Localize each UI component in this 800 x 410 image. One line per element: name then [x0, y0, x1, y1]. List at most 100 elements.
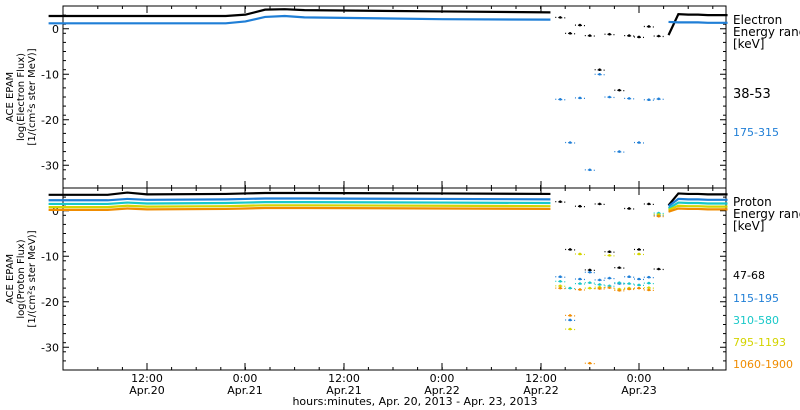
data-point — [627, 282, 631, 285]
data-point — [568, 141, 572, 144]
x-tick-label: 0:00 — [627, 372, 652, 385]
data-point — [588, 168, 592, 172]
x-tick-date-label: Apr.21 — [227, 384, 263, 397]
legend-entry: 47-68 — [733, 269, 765, 282]
data-point — [578, 282, 582, 285]
data-point — [627, 97, 631, 100]
x-tick-label: 12:00 — [328, 372, 360, 385]
series-line — [667, 201, 728, 210]
series-line — [48, 8, 551, 18]
data-point — [608, 276, 611, 280]
y-tick-label: -10 — [41, 250, 59, 263]
data-point — [637, 277, 641, 281]
plot-frame — [62, 5, 727, 189]
data-point — [588, 286, 592, 290]
data-point — [608, 284, 611, 288]
legend-title: [keV] — [733, 219, 764, 233]
series-line — [667, 197, 728, 208]
data-point — [608, 254, 611, 257]
data-point — [637, 286, 641, 290]
data-point — [558, 200, 562, 203]
legend-entry: 795-1193 — [733, 336, 786, 349]
data-point — [647, 202, 651, 206]
legend-title: Energy range — [733, 207, 800, 221]
data-point — [627, 287, 631, 291]
series-38-53 — [48, 8, 728, 92]
data-point — [558, 279, 562, 283]
data-point — [637, 35, 641, 39]
x-tick-date-label: Apr.20 — [129, 384, 165, 397]
series-line — [48, 206, 551, 211]
data-point — [588, 361, 592, 365]
y-axis-label: ACE EPAM — [5, 254, 16, 304]
data-point — [578, 204, 582, 208]
data-point — [598, 72, 601, 76]
x-tick-label: 0:00 — [233, 372, 258, 385]
y-tick-label: -30 — [41, 159, 59, 172]
data-point — [637, 283, 641, 287]
electron-panel: 0 -10 -20 -30 ACE EPAM log(Electron Flux) [1/(… — [5, 5, 800, 189]
data-point — [657, 97, 660, 101]
legend-entry: 175-315 — [733, 126, 779, 139]
data-point — [578, 23, 582, 27]
legend-entry: 115-195 — [733, 292, 779, 305]
data-point — [618, 88, 621, 92]
series-line — [48, 14, 551, 25]
data-point — [558, 284, 562, 288]
data-point — [598, 68, 601, 71]
x-tick-date-label: Apr.23 — [621, 384, 657, 397]
series-line — [668, 204, 728, 211]
x-tick-date-label: Apr.22 — [523, 384, 559, 397]
series-line — [48, 204, 551, 209]
data-point — [647, 98, 651, 102]
data-point — [568, 327, 572, 331]
legend-entry: 1060-1900 — [733, 358, 793, 371]
data-point — [647, 281, 651, 285]
data-point — [657, 34, 660, 38]
data-point — [637, 248, 641, 251]
data-point — [657, 213, 660, 216]
x-tick-label: 0:00 — [430, 372, 455, 385]
y-tick-label: -20 — [41, 114, 59, 127]
data-point — [647, 286, 651, 289]
legend-entry: 38-53 — [733, 87, 771, 102]
data-point — [608, 286, 611, 289]
data-point — [588, 270, 592, 274]
data-point — [627, 275, 631, 279]
x-tick-label: 12:00 — [131, 372, 163, 385]
data-point — [618, 266, 621, 269]
data-point — [618, 281, 621, 284]
y-axis-label: [1/(cm²s ster MeV)] — [27, 230, 38, 327]
x-tick-date-label: Apr.22 — [424, 384, 460, 397]
series-310-580 — [48, 201, 728, 290]
data-point — [568, 286, 572, 290]
data-point — [578, 277, 582, 281]
data-point — [647, 25, 651, 28]
series-line — [48, 191, 551, 196]
data-point — [627, 34, 631, 37]
series-115-195 — [48, 197, 728, 322]
series-1060-1900 — [48, 206, 728, 365]
y-tick-label: -10 — [41, 68, 59, 81]
y-tick-label: -20 — [41, 296, 59, 309]
series-line — [668, 20, 728, 24]
data-point — [598, 202, 601, 206]
legend-title: [keV] — [733, 37, 764, 51]
series-47-68 — [48, 191, 728, 272]
data-point — [598, 278, 601, 282]
data-point — [608, 32, 611, 36]
series-line — [667, 13, 728, 36]
data-point — [618, 150, 621, 153]
series-line — [48, 201, 551, 206]
series-line — [48, 197, 551, 202]
data-point — [657, 267, 660, 271]
y-axis-label: [1/(cm²s ster MeV)] — [27, 48, 38, 145]
data-point — [608, 250, 611, 253]
data-point — [558, 275, 562, 279]
data-point — [568, 318, 572, 322]
series-line — [668, 207, 728, 213]
data-point — [598, 287, 601, 290]
series-795-1193 — [48, 204, 728, 331]
data-point — [598, 283, 601, 286]
